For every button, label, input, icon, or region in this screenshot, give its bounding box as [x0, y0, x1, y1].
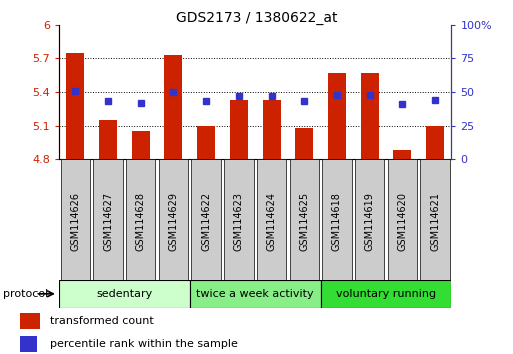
Bar	[289, 159, 319, 283]
Text: GSM114619: GSM114619	[365, 192, 374, 251]
Bar	[355, 159, 384, 283]
Bar	[295, 128, 313, 159]
Bar	[132, 131, 150, 159]
Bar	[393, 150, 411, 159]
Text: GSM114624: GSM114624	[267, 192, 277, 251]
Text: percentile rank within the sample: percentile rank within the sample	[50, 339, 238, 349]
Text: voluntary running: voluntary running	[336, 289, 436, 299]
Text: GSM114626: GSM114626	[70, 192, 81, 251]
Text: GSM114621: GSM114621	[430, 192, 440, 251]
Text: GSM114627: GSM114627	[103, 192, 113, 251]
Bar	[126, 159, 155, 283]
Text: GSM114623: GSM114623	[234, 192, 244, 251]
Bar	[197, 126, 215, 159]
Bar	[191, 159, 221, 283]
Bar	[328, 73, 346, 159]
Text: protocol: protocol	[3, 289, 48, 299]
Bar	[257, 159, 286, 283]
Text: GSM114625: GSM114625	[299, 192, 309, 251]
Text: sedentary: sedentary	[96, 289, 152, 299]
Bar	[165, 55, 183, 159]
Bar	[230, 100, 248, 159]
Bar	[159, 159, 188, 283]
Text: GSM114629: GSM114629	[168, 192, 179, 251]
Text: GSM114622: GSM114622	[201, 192, 211, 251]
Text: GSM114618: GSM114618	[332, 192, 342, 251]
Bar	[66, 53, 84, 159]
Bar	[59, 280, 190, 308]
Bar	[420, 159, 450, 283]
Text: GSM114620: GSM114620	[398, 192, 407, 251]
Bar	[388, 159, 417, 283]
Bar	[224, 159, 253, 283]
Text: GSM114628: GSM114628	[136, 192, 146, 251]
Bar	[20, 313, 40, 329]
Text: GDS2173 / 1380622_at: GDS2173 / 1380622_at	[176, 11, 337, 25]
Text: transformed count: transformed count	[50, 316, 153, 326]
Bar	[20, 336, 37, 352]
Bar	[263, 100, 281, 159]
Bar	[361, 73, 379, 159]
Bar	[322, 159, 352, 283]
Bar	[99, 120, 117, 159]
Bar	[426, 126, 444, 159]
Bar	[190, 280, 321, 308]
Bar	[93, 159, 123, 283]
Bar	[321, 280, 451, 308]
Text: twice a week activity: twice a week activity	[196, 289, 314, 299]
Bar	[61, 159, 90, 283]
